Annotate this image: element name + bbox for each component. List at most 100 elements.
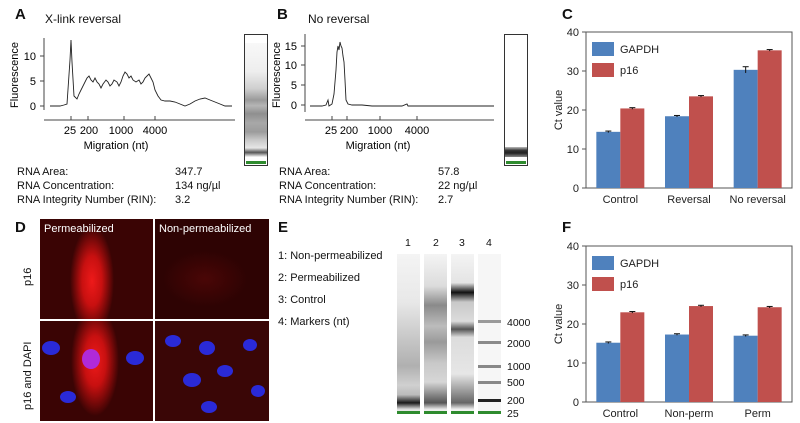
marker-label: 200 — [507, 395, 525, 407]
panel-c-category-label: No reversal — [730, 194, 786, 206]
panel-f-bar-p16-0 — [620, 312, 645, 402]
col-label-permeabilized: Permeabilized — [44, 223, 114, 235]
panel-a-gel-marker — [246, 161, 266, 164]
panel-a-trace — [50, 39, 232, 107]
row-label-p16: p16 — [22, 267, 34, 286]
panel-c-category-label: Control — [603, 194, 638, 206]
dapi-nucleus — [199, 341, 215, 355]
dapi-nucleus — [126, 351, 144, 365]
panel-c-bar-p16-2 — [757, 50, 782, 188]
panel-f-bar-p16-2 — [757, 307, 782, 402]
panel-f-bar-p16-1 — [689, 306, 713, 402]
panel-c-ytick-label: 40 — [567, 27, 579, 39]
panel-c-legend-label: p16 — [620, 65, 638, 77]
panel-d-microscopy-grid: Permeabilized Non-permeabilized — [40, 219, 269, 421]
panel-c-legend-swatch — [592, 42, 614, 56]
marker-label: 1000 — [507, 361, 531, 373]
panel-a-xtick: 25 — [64, 125, 76, 137]
gel-lane-3-marker — [451, 411, 474, 414]
panel-e-letter: E — [278, 219, 289, 236]
col-label-non-permeabilized: Non-permeabilized — [159, 223, 252, 235]
panel-b-x-axis — [305, 116, 494, 121]
panel-b-stat-value: 2.7 — [438, 194, 454, 206]
marker-band-500 — [478, 381, 501, 384]
panel-f-bar-gapdh-0 — [596, 342, 621, 402]
micrograph-nonpermeabilized-p16: Non-permeabilized — [155, 219, 269, 319]
panel-f-error-bar — [742, 334, 749, 337]
panel-b-xtick: 1000 — [368, 125, 392, 137]
panel-b-electropherogram: 15 10 5 0 Fluorescence 25 200 1000 4000 … — [271, 34, 494, 152]
panel-a-stat-label: RNA Concentration: — [17, 180, 115, 192]
dapi-nucleus — [42, 341, 60, 355]
marker-label: 500 — [507, 377, 525, 389]
dapi-nucleus — [60, 391, 76, 403]
panel-f-ytick-label: 20 — [567, 319, 579, 331]
panel-c-legend-swatch — [592, 63, 614, 77]
marker-label: 2000 — [507, 338, 531, 350]
panel-b-ytick: 5 — [291, 80, 297, 92]
panel-c-category-label: Reversal — [667, 194, 710, 206]
gel-lane-2 — [424, 254, 447, 414]
gel-lane-4-markers — [478, 254, 501, 414]
panel-b-stat-value: 22 ng/µl — [438, 180, 478, 192]
panel-a-stat-label: RNA Integrity Number (RIN): — [17, 194, 157, 206]
panel-b-xlabel: Migration (nt) — [346, 140, 411, 152]
panel-b-ytick: 10 — [285, 60, 297, 72]
panel-a-gel-smear — [245, 43, 267, 157]
panel-a-ytick: 0 — [30, 101, 36, 113]
panel-c-ytick-label: 0 — [573, 183, 579, 195]
panel-c-error-bar — [674, 114, 680, 118]
panel-f-error-bar — [674, 333, 680, 336]
panel-f-legend-swatch — [592, 256, 614, 270]
panel-b-ytick: 15 — [285, 41, 297, 53]
gel-lane-4-marker — [478, 411, 501, 414]
panel-a-x-axis — [44, 116, 235, 121]
panel-b-stat-value: 57.8 — [438, 166, 460, 178]
panel-c-ytick-label: 10 — [567, 144, 579, 156]
dapi-nucleus — [165, 335, 181, 347]
panel-f-bar-gapdh-1 — [665, 334, 689, 402]
panel-b-xtick: 25 — [325, 125, 337, 137]
gel-lane-number: 2 — [433, 237, 439, 249]
panel-a-letter: A — [15, 6, 26, 23]
panel-c-error-bar — [698, 95, 704, 98]
panel-b-trace — [310, 41, 494, 107]
dapi-nucleus — [217, 365, 233, 377]
panel-f-ytick-label: 10 — [567, 358, 579, 370]
panel-f-letter: F — [562, 219, 572, 236]
marker-band-4000 — [478, 320, 501, 323]
gel-lane-3 — [451, 254, 474, 414]
panel-f-ytick-label: 30 — [567, 280, 579, 292]
panel-c-bar-gapdh-1 — [665, 116, 689, 188]
panel-f-ytick-label: 0 — [573, 397, 579, 409]
dapi-nucleus — [251, 385, 265, 397]
panel-f-ylabel: Ct value — [553, 304, 565, 344]
panel-c-letter: C — [562, 6, 573, 23]
panel-f-category-label: Perm — [745, 408, 771, 420]
gel-key-item: 3: Control — [278, 294, 326, 306]
panel-f-bar-gapdh-2 — [733, 335, 758, 402]
dapi-nucleus — [82, 349, 100, 369]
panel-b-gel-marker — [506, 161, 526, 164]
gel-lane-number: 1 — [405, 237, 411, 249]
panel-b-title: No reversal — [308, 12, 370, 26]
panel-c-error-bar — [742, 66, 749, 73]
gel-key-item: 4: Markers (nt) — [278, 316, 350, 328]
panel-a-ylabel: Fluorescence — [9, 42, 21, 108]
gel-lane-number: 3 — [459, 237, 465, 249]
panel-c-bar-gapdh-0 — [596, 131, 621, 188]
panel-a-y-axis — [40, 38, 45, 110]
panel-f-error-bar — [629, 311, 636, 314]
gel-lane-2-marker — [424, 411, 447, 414]
panel-f-legend-label: GAPDH — [620, 258, 659, 270]
panel-a-stat-value: 3.2 — [175, 194, 191, 206]
panel-f-ytick-label: 40 — [567, 241, 579, 253]
gel-lane-number: 4 — [486, 237, 492, 249]
panel-a-xtick: 1000 — [109, 125, 133, 137]
marker-band-200 — [478, 399, 501, 402]
panel-f-legend-swatch — [592, 277, 614, 291]
panel-c-ytick-label: 30 — [567, 66, 579, 78]
marker-label: 25 — [507, 408, 519, 420]
panel-f-category-label: Control — [603, 408, 638, 420]
panel-b-gel-lane — [504, 34, 528, 166]
